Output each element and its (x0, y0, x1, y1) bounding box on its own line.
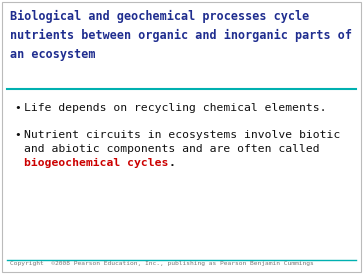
Text: .: . (168, 158, 175, 168)
Text: nutrients between organic and inorganic parts of: nutrients between organic and inorganic … (10, 29, 352, 42)
Text: and abiotic components and are often called: and abiotic components and are often cal… (24, 144, 320, 154)
Text: •: • (14, 130, 21, 140)
Text: •: • (14, 103, 21, 113)
Text: biogeochemical cycles: biogeochemical cycles (24, 158, 168, 168)
Text: Nutrient circuits in ecosystems involve biotic: Nutrient circuits in ecosystems involve … (24, 130, 340, 140)
Text: an ecosystem: an ecosystem (10, 48, 95, 61)
Text: Copyright  ©2008 Pearson Education, Inc., publishing as Pearson Benjamin Cumming: Copyright ©2008 Pearson Education, Inc.,… (10, 261, 314, 266)
Text: Life depends on recycling chemical elements.: Life depends on recycling chemical eleme… (24, 103, 326, 113)
Text: Biological and geochemical processes cycle: Biological and geochemical processes cyc… (10, 10, 309, 23)
